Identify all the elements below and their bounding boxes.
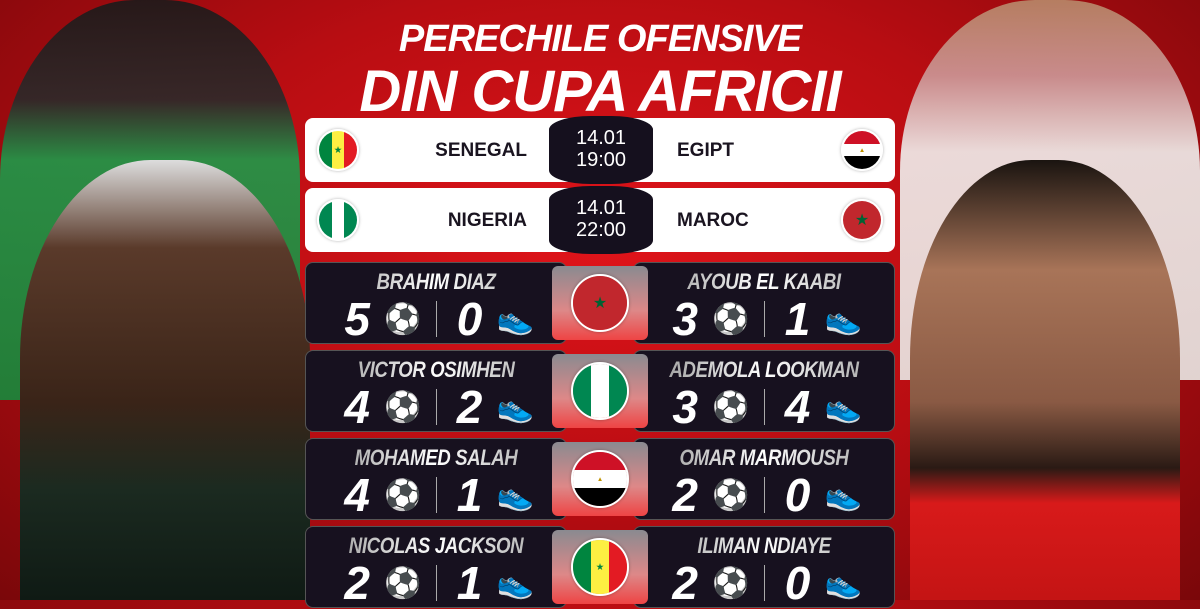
soccer-ball-icon: ⚽ (384, 566, 422, 600)
assists-count: 2 (456, 381, 483, 433)
player-photo-osimhen (20, 160, 310, 600)
divider (435, 477, 437, 513)
football-boot-icon: 👟 (824, 390, 862, 424)
player-name: MOHAMED SALAH (326, 445, 547, 471)
football-boot-icon: 👟 (824, 302, 862, 336)
title-line-1: PERECHILE OFENSIVE (398, 18, 802, 60)
assists-count: 1 (456, 469, 483, 521)
assists-count: 0 (784, 557, 811, 609)
player-photo-salah (910, 160, 1180, 600)
match-row: NIGERIA 14.01 22:00 MAROC ★ (305, 186, 895, 254)
away-team: MAROC (677, 210, 749, 231)
soccer-ball-icon: ⚽ (384, 390, 422, 424)
soccer-ball-icon: ⚽ (712, 302, 750, 336)
football-boot-icon: 👟 (824, 566, 862, 600)
morocco-flag-icon: ★ (841, 199, 883, 241)
match-row: ★ SENEGAL 14.01 19:00 EGIPT ▲ (305, 116, 895, 184)
player-name: NICOLAS JACKSON (326, 533, 547, 559)
pair-flag-box: ★ (552, 266, 648, 340)
player-card-left: BRAHIM DIAZ 5 ⚽ 0 👟 (305, 262, 567, 344)
soccer-ball-icon: ⚽ (384, 478, 422, 512)
soccer-ball-icon: ⚽ (712, 478, 750, 512)
player-card-right: AYOUB EL KAABI 3 ⚽ 1 👟 (633, 262, 895, 344)
football-boot-icon: 👟 (496, 566, 534, 600)
home-team: SENEGAL (435, 140, 527, 161)
player-card-left: MOHAMED SALAH 4 ⚽ 1 👟 (305, 438, 567, 520)
pair-flag-box: ★ (552, 530, 648, 604)
morocco-flag-icon: ★ (571, 274, 629, 332)
match-date: 14.01 (575, 197, 627, 219)
match-hour: 19:00 (575, 149, 627, 171)
divider (763, 389, 765, 425)
player-name: VICTOR OSIMHEN (326, 357, 547, 383)
player-card-right: ADEMOLA LOOKMAN 3 ⚽ 4 👟 (633, 350, 895, 432)
senegal-flag-icon: ★ (571, 538, 629, 596)
goals-count: 4 (344, 469, 370, 521)
football-boot-icon: 👟 (496, 390, 534, 424)
player-card-left: VICTOR OSIMHEN 4 ⚽ 2 👟 (305, 350, 567, 432)
football-boot-icon: 👟 (824, 478, 862, 512)
goals-count: 2 (672, 469, 698, 521)
player-name: AYOUB EL KAABI (654, 269, 875, 295)
title-line-2: DIN CUPA AFRICII (359, 59, 841, 124)
football-boot-icon: 👟 (496, 478, 534, 512)
match-time: 14.01 19:00 (549, 116, 653, 184)
goals-count: 4 (344, 381, 370, 433)
divider (435, 389, 437, 425)
assists-count: 0 (784, 469, 811, 521)
divider (763, 565, 765, 601)
player-card-left: NICOLAS JACKSON 2 ⚽ 1 👟 (305, 526, 567, 608)
assists-count: 4 (784, 381, 811, 433)
egypt-flag-icon: ▲ (571, 450, 629, 508)
player-name: OMAR MARMOUSH (654, 445, 875, 471)
player-card-right: ILIMAN NDIAYE 2 ⚽ 0 👟 (633, 526, 895, 608)
goals-count: 2 (344, 557, 370, 609)
match-time: 14.01 22:00 (549, 186, 653, 254)
pair-flag-box: ▲ (552, 442, 648, 516)
soccer-ball-icon: ⚽ (712, 390, 750, 424)
goals-count: 3 (672, 381, 698, 433)
goals-count: 3 (672, 293, 698, 345)
divider (763, 301, 765, 337)
assists-count: 1 (456, 557, 483, 609)
nigeria-flag-icon (571, 362, 629, 420)
away-team: EGIPT (677, 140, 735, 161)
assists-count: 0 (456, 293, 483, 345)
divider (435, 565, 437, 601)
goals-count: 5 (344, 293, 370, 345)
football-boot-icon: 👟 (496, 302, 534, 336)
home-team: NIGERIA (447, 210, 527, 231)
pair-flag-box (552, 354, 648, 428)
match-date: 14.01 (575, 127, 627, 149)
assists-count: 1 (784, 293, 811, 345)
match-hour: 22:00 (575, 219, 627, 241)
divider (435, 301, 437, 337)
nigeria-flag-icon (317, 199, 359, 241)
soccer-ball-icon: ⚽ (712, 566, 750, 600)
player-name: ILIMAN NDIAYE (654, 533, 875, 559)
player-card-right: OMAR MARMOUSH 2 ⚽ 0 👟 (633, 438, 895, 520)
divider (763, 477, 765, 513)
player-name: BRAHIM DIAZ (326, 269, 547, 295)
senegal-flag-icon: ★ (317, 129, 359, 171)
soccer-ball-icon: ⚽ (384, 302, 422, 336)
player-name: ADEMOLA LOOKMAN (654, 357, 875, 383)
egypt-flag-icon: ▲ (841, 129, 883, 171)
goals-count: 2 (672, 557, 698, 609)
